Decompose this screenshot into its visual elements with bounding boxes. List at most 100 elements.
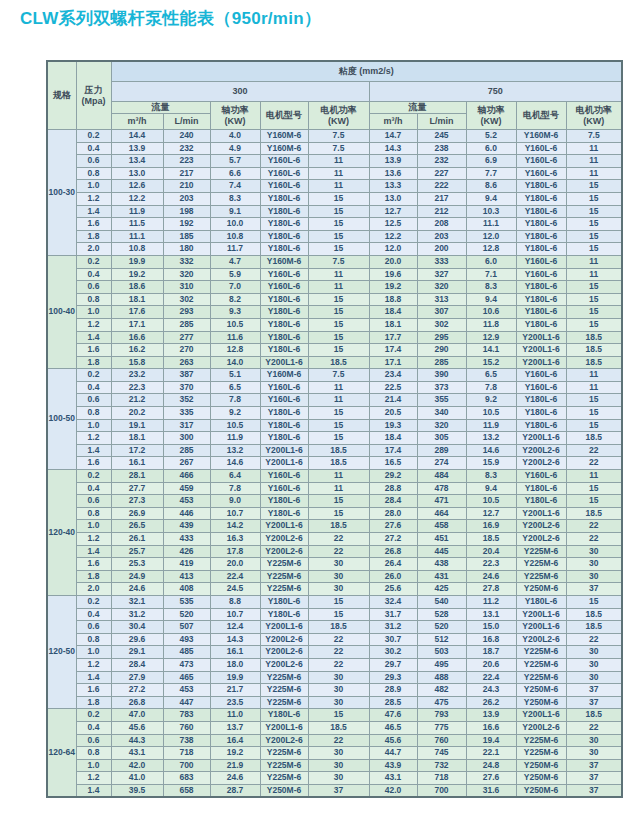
value-cell: 13.7 <box>210 721 260 734</box>
value-cell: 390 <box>417 369 466 382</box>
value-cell: 30 <box>566 570 622 583</box>
header-shaft-power-300-label: 轴功率 <box>222 105 249 115</box>
value-cell: 27.2 <box>111 684 163 697</box>
value-cell: 22 <box>308 545 369 558</box>
value-cell: 438 <box>417 558 466 571</box>
pressure-cell: 0.6 <box>76 495 111 508</box>
value-cell: 200 <box>417 243 466 256</box>
pressure-cell: 0.8 <box>76 633 111 646</box>
pressure-cell: 1.2 <box>76 772 111 785</box>
value-cell: 46.5 <box>369 721 417 734</box>
pressure-cell: 1.4 <box>76 545 111 558</box>
value-cell: 210 <box>163 180 210 193</box>
value-cell: 14.3 <box>369 142 417 155</box>
header-lmin-750: L/min <box>417 114 466 130</box>
value-cell: 30 <box>308 583 369 596</box>
value-cell: Y200L2-6 <box>260 533 308 546</box>
value-cell: 446 <box>163 507 210 520</box>
pressure-cell: 1.8 <box>76 230 111 243</box>
value-cell: Y200L2-6 <box>516 721 566 734</box>
spec-cell: 100-50 <box>47 369 76 470</box>
value-cell: Y250M-6 <box>516 583 566 596</box>
header-shaft-power-300-unit: (KW) <box>225 116 246 126</box>
value-cell: 44.7 <box>369 747 417 760</box>
value-cell: 683 <box>163 772 210 785</box>
value-cell: 28.4 <box>369 495 417 508</box>
value-cell: 227 <box>417 167 466 180</box>
value-cell: 7.8 <box>466 381 516 394</box>
value-cell: 22.3 <box>466 558 516 571</box>
table-row: 1.226.143316.3Y200L2-62227.245118.5Y200L… <box>47 533 622 546</box>
pressure-cell: 1.0 <box>76 180 111 193</box>
value-cell: Y160M-6 <box>260 255 308 268</box>
table-row: 1.029.148516.1Y200L2-62230.250318.7Y225M… <box>47 646 622 659</box>
value-cell: 14.0 <box>210 356 260 369</box>
value-cell: 520 <box>163 608 210 621</box>
value-cell: Y160L-6 <box>516 369 566 382</box>
value-cell: Y160L-6 <box>260 268 308 281</box>
header-motor-power-300-label: 电机功率 <box>321 105 357 115</box>
value-cell: 13.9 <box>111 142 163 155</box>
table-row: 0.820.23359.2Y180L-61520.534010.5Y180L-6… <box>47 407 622 420</box>
value-cell: 18.0 <box>210 658 260 671</box>
value-cell: Y200L2-6 <box>516 520 566 533</box>
value-cell: Y200L1-6 <box>516 608 566 621</box>
value-cell: 26.9 <box>111 507 163 520</box>
value-cell: 30.2 <box>369 646 417 659</box>
value-cell: 738 <box>163 734 210 747</box>
value-cell: 30 <box>566 545 622 558</box>
pressure-cell: 1.8 <box>76 696 111 709</box>
value-cell: 14.2 <box>210 520 260 533</box>
table-row: 1.439.565828.7Y250M-63742.070031.6Y250M-… <box>47 784 622 797</box>
pressure-cell: 0.6 <box>76 281 111 294</box>
value-cell: 11 <box>308 470 369 483</box>
value-cell: Y160L-6 <box>260 281 308 294</box>
value-cell: Y200L1-6 <box>260 457 308 470</box>
value-cell: 22 <box>566 520 622 533</box>
header-m3h-300: m³/h <box>111 114 163 130</box>
value-cell: 30 <box>308 558 369 571</box>
value-cell: 15 <box>566 595 622 608</box>
table-row: 0.843.171819.2Y225M-63044.774522.1Y225M-… <box>47 747 622 760</box>
table-row: 0.431.252010.7Y180L-61531.752813.1Y200L1… <box>47 608 622 621</box>
value-cell: 285 <box>163 318 210 331</box>
value-cell: 20.0 <box>210 558 260 571</box>
pressure-cell: 2.0 <box>76 243 111 256</box>
value-cell: 507 <box>163 621 210 634</box>
value-cell: 31.2 <box>111 608 163 621</box>
value-cell: 11 <box>308 281 369 294</box>
value-cell: 12.2 <box>369 230 417 243</box>
value-cell: 419 <box>163 558 210 571</box>
spec-cell: 120-40 <box>47 470 76 596</box>
spec-cell: 100-30 <box>47 130 76 256</box>
value-cell: 29.1 <box>111 646 163 659</box>
value-cell: 29.3 <box>369 671 417 684</box>
value-cell: Y180L-6 <box>516 495 566 508</box>
value-cell: 15 <box>308 243 369 256</box>
value-cell: 217 <box>163 167 210 180</box>
value-cell: 20.4 <box>466 545 516 558</box>
value-cell: Y160L-6 <box>260 394 308 407</box>
value-cell: 15 <box>308 318 369 331</box>
value-cell: 718 <box>163 747 210 760</box>
value-cell: 22 <box>566 457 622 470</box>
value-cell: 31.2 <box>369 621 417 634</box>
value-cell: Y200L1-6 <box>260 621 308 634</box>
value-cell: 503 <box>417 646 466 659</box>
value-cell: 11.9 <box>466 419 516 432</box>
table-row: 0.627.34539.0Y180L-61528.447110.5Y180L-6… <box>47 495 622 508</box>
value-cell: 32.4 <box>369 595 417 608</box>
value-cell: 4.0 <box>210 130 260 143</box>
value-cell: 10.5 <box>210 318 260 331</box>
value-cell: 333 <box>417 255 466 268</box>
value-cell: 21.2 <box>111 394 163 407</box>
header-motor-power-750-label: 电机功率 <box>576 105 612 115</box>
value-cell: 17.1 <box>369 356 417 369</box>
value-cell: 7.5 <box>308 130 369 143</box>
value-cell: 15 <box>308 507 369 520</box>
value-cell: 15 <box>566 281 622 294</box>
value-cell: 413 <box>163 570 210 583</box>
table-row: 100-300.214.42404.0Y160M-67.514.72455.2Y… <box>47 130 622 143</box>
value-cell: 192 <box>163 218 210 231</box>
value-cell: 352 <box>163 394 210 407</box>
